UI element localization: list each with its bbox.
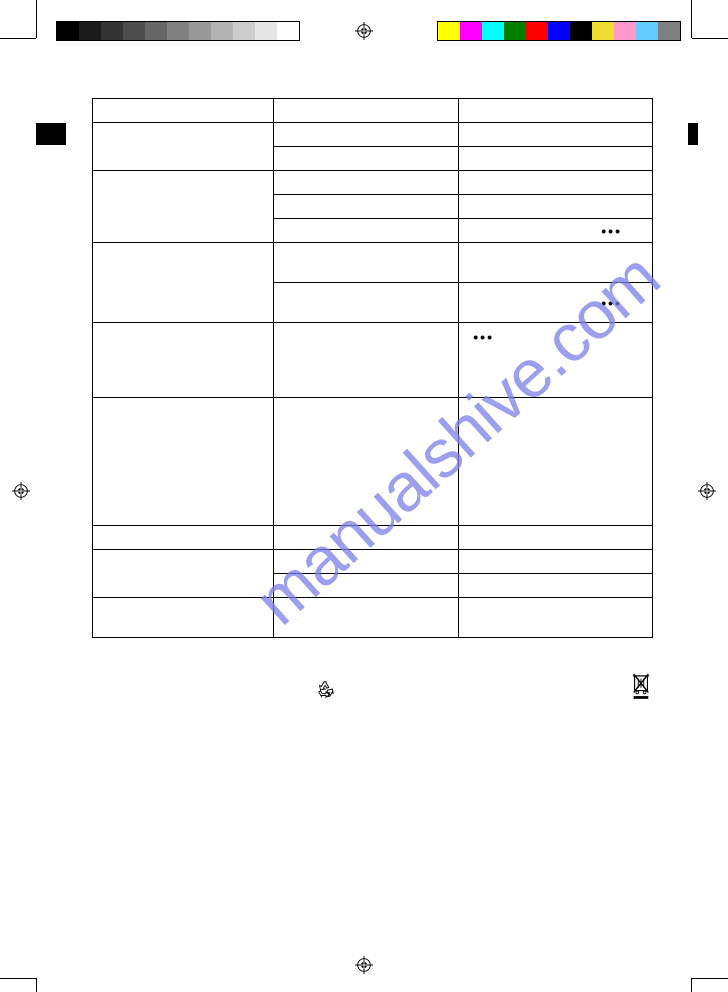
table-cell — [93, 99, 274, 123]
table-cell — [93, 323, 274, 398]
crop-mark — [0, 38, 36, 39]
table-row — [93, 123, 653, 147]
table-row: ••• — [93, 323, 653, 398]
grayscale-swatch — [233, 22, 255, 40]
table-cell — [273, 171, 459, 195]
grayscale-swatch — [255, 22, 277, 40]
table-cell — [459, 526, 653, 550]
page-tab-marker — [688, 123, 698, 145]
table-cell — [273, 195, 459, 219]
table-cell — [459, 171, 653, 195]
table-cell — [273, 147, 459, 171]
color-swatch — [504, 22, 526, 40]
grayscale-swatch — [211, 22, 233, 40]
table-row — [93, 598, 653, 638]
table-cell — [459, 574, 653, 598]
table-cell — [459, 550, 653, 574]
table-cell — [273, 598, 459, 638]
crop-mark — [692, 38, 728, 39]
table-row — [93, 243, 653, 283]
table-cell — [273, 398, 459, 526]
color-swatch — [614, 22, 636, 40]
crop-mark — [691, 0, 692, 38]
table-row — [93, 99, 653, 123]
table-cell — [273, 243, 459, 283]
table-cell — [459, 147, 653, 171]
registration-mark-icon — [355, 956, 373, 974]
color-swatch — [658, 22, 680, 40]
crop-mark — [36, 978, 37, 992]
grayscale-swatch — [123, 22, 145, 40]
table-cell — [459, 598, 653, 638]
grayscale-swatch — [167, 22, 189, 40]
table-row — [93, 550, 653, 574]
table-cell — [273, 123, 459, 147]
table-cell — [459, 123, 653, 147]
table-cell — [93, 171, 274, 243]
table-cell — [459, 195, 653, 219]
registration-mark-icon — [698, 482, 716, 500]
table-cell — [459, 99, 653, 123]
table-row — [93, 398, 653, 526]
grayscale-calibration-bar — [56, 21, 300, 41]
table-cell — [273, 323, 459, 398]
color-swatch — [460, 22, 482, 40]
table-cell — [93, 398, 274, 526]
table-row — [93, 171, 653, 195]
color-calibration-bar — [437, 21, 681, 41]
grayscale-swatch — [79, 22, 101, 40]
table-cell — [459, 243, 653, 283]
crop-mark — [0, 978, 36, 979]
grayscale-swatch — [101, 22, 123, 40]
table-cell — [93, 243, 274, 323]
table-cell — [459, 398, 653, 526]
table-cell — [93, 526, 274, 550]
color-swatch — [482, 22, 504, 40]
page-tab-marker — [36, 123, 66, 145]
table-cell — [273, 99, 459, 123]
grayscale-swatch — [145, 22, 167, 40]
table-row — [93, 526, 653, 550]
grayscale-swatch — [277, 22, 299, 40]
crop-mark — [691, 978, 692, 992]
weee-bin-icon — [630, 672, 652, 700]
recycle-icon — [315, 679, 337, 701]
table-cell: ••• — [459, 283, 653, 323]
table-cell: ••• — [459, 219, 653, 243]
table-cell: ••• — [459, 323, 653, 398]
registration-mark-icon — [355, 22, 373, 40]
table-cell — [273, 550, 459, 574]
color-swatch — [592, 22, 614, 40]
table-cell — [93, 550, 274, 598]
crop-mark — [692, 978, 728, 979]
table-cell — [93, 123, 274, 171]
color-swatch — [636, 22, 658, 40]
table-cell — [273, 526, 459, 550]
table-cell — [93, 598, 274, 638]
color-swatch — [438, 22, 460, 40]
table-cell — [273, 574, 459, 598]
specification-table: ••••••••• — [92, 98, 653, 638]
table-cell — [273, 283, 459, 323]
color-swatch — [570, 22, 592, 40]
table-cell — [273, 219, 459, 243]
color-swatch — [548, 22, 570, 40]
crop-mark — [36, 0, 37, 38]
grayscale-swatch — [189, 22, 211, 40]
grayscale-swatch — [57, 22, 79, 40]
registration-mark-icon — [12, 482, 30, 500]
color-swatch — [526, 22, 548, 40]
